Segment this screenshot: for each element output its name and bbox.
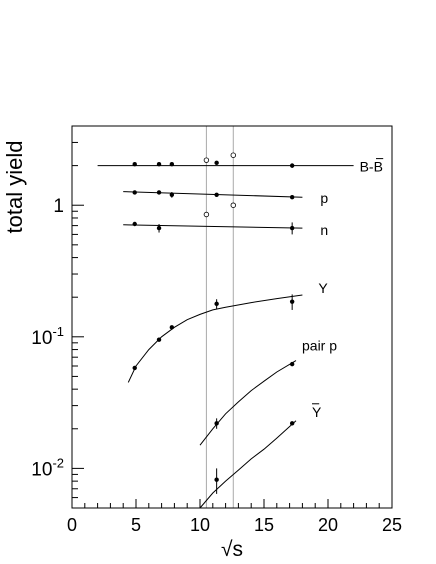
point-p <box>132 190 137 195</box>
point-p <box>289 195 295 200</box>
point-y <box>214 301 219 307</box>
series-label-pair-p: pair p <box>302 338 337 354</box>
fit-curves <box>97 165 354 509</box>
open-point-b-b <box>230 152 236 158</box>
y-axis-ticks: 10-2 10-1 1 <box>31 125 84 509</box>
y-axis-label: total yield <box>2 141 27 234</box>
point-p <box>156 190 162 195</box>
x-tick-label: 25 <box>382 515 402 535</box>
curve-p <box>123 191 303 198</box>
x-tick-label: 5 <box>131 515 141 535</box>
open-point-n <box>230 202 236 208</box>
point-b-b <box>214 160 219 166</box>
point-b-b <box>132 161 137 167</box>
x-tick-label: 10 <box>190 515 210 535</box>
plot-frame <box>71 125 393 509</box>
data-points <box>132 152 295 494</box>
point-n <box>156 225 162 231</box>
series-label-b-b: B-B <box>360 159 383 175</box>
point-pair-p <box>214 421 219 426</box>
point-y <box>289 299 295 304</box>
point-b-b <box>169 161 175 167</box>
point-y <box>289 421 295 426</box>
x-tick-label: 20 <box>318 515 338 535</box>
y-tick-label: 1 <box>53 196 64 217</box>
point-y <box>156 337 162 342</box>
curve-y <box>199 420 297 509</box>
series-label-n: n <box>320 222 328 238</box>
x-tick-label: 0 <box>67 515 77 535</box>
point-b-b <box>156 161 162 167</box>
point-y <box>169 325 175 330</box>
x-axis-ticks: 0 5 10 15 20 25 <box>67 499 402 535</box>
series-label-y: Y <box>318 280 328 296</box>
x-axis-label: √s <box>221 538 243 561</box>
point-p <box>214 192 219 198</box>
x-tick-label: 15 <box>254 515 274 535</box>
point-y <box>214 477 219 482</box>
point-n <box>289 225 295 231</box>
point-n <box>132 221 137 227</box>
point-y <box>132 365 137 371</box>
point-p <box>169 192 175 198</box>
curve-pair-p <box>199 360 297 446</box>
y-tick-label: 10-1 <box>31 324 64 349</box>
point-b-b <box>289 163 295 168</box>
curve-n <box>123 224 303 229</box>
open-point-n <box>203 211 210 218</box>
reference-lines <box>205 126 234 508</box>
curve-y <box>127 294 303 383</box>
series-label-y: Y <box>312 404 322 420</box>
open-point-b-b <box>203 157 210 163</box>
point-pair-p <box>289 361 295 367</box>
y-tick-label: 10-2 <box>31 455 64 480</box>
series-label-p: p <box>320 190 328 206</box>
